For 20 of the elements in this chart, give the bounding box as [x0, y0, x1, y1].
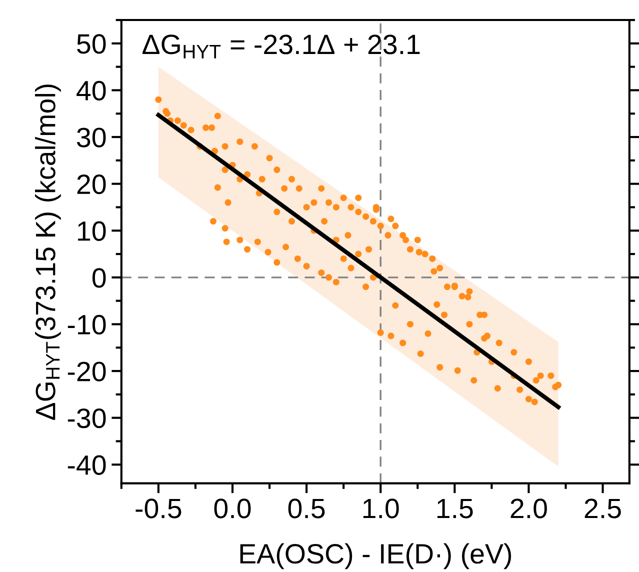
x-axis-title: EA(OSC) - IE(D·) (eV)	[240, 543, 512, 570]
x-tick-label: 0.5	[288, 498, 325, 518]
x-tick-label: 1.5	[437, 498, 473, 518]
y-tick-label: 40	[76, 80, 106, 101]
y-axis-title: ΔG$_{HYT}$(373.15 K) (kcal/mol)	[35, 84, 61, 420]
x-tick-label: 2.0	[510, 498, 547, 518]
y-tick-label: 30	[76, 128, 106, 148]
y-tick-label: 10	[78, 221, 106, 241]
x-tick-label: -0.5	[136, 498, 182, 518]
x-tick-label: 2.5	[584, 498, 621, 518]
y-tick-label: -10	[68, 314, 106, 335]
y-tick-label: 20	[77, 174, 106, 194]
annotation: ΔG$_{HYT}$ = -23.1Δ + 23.1	[142, 34, 420, 58]
y-tick-label: -40	[68, 455, 106, 475]
x-tick-label: 1.0	[363, 498, 399, 518]
x-tick-label: 0.0	[214, 498, 251, 518]
y-tick-label: 50	[77, 34, 106, 54]
y-tick-label: -20	[68, 362, 106, 382]
y-tick-label: 0	[92, 268, 106, 288]
y-tick-label: -30	[68, 408, 106, 428]
